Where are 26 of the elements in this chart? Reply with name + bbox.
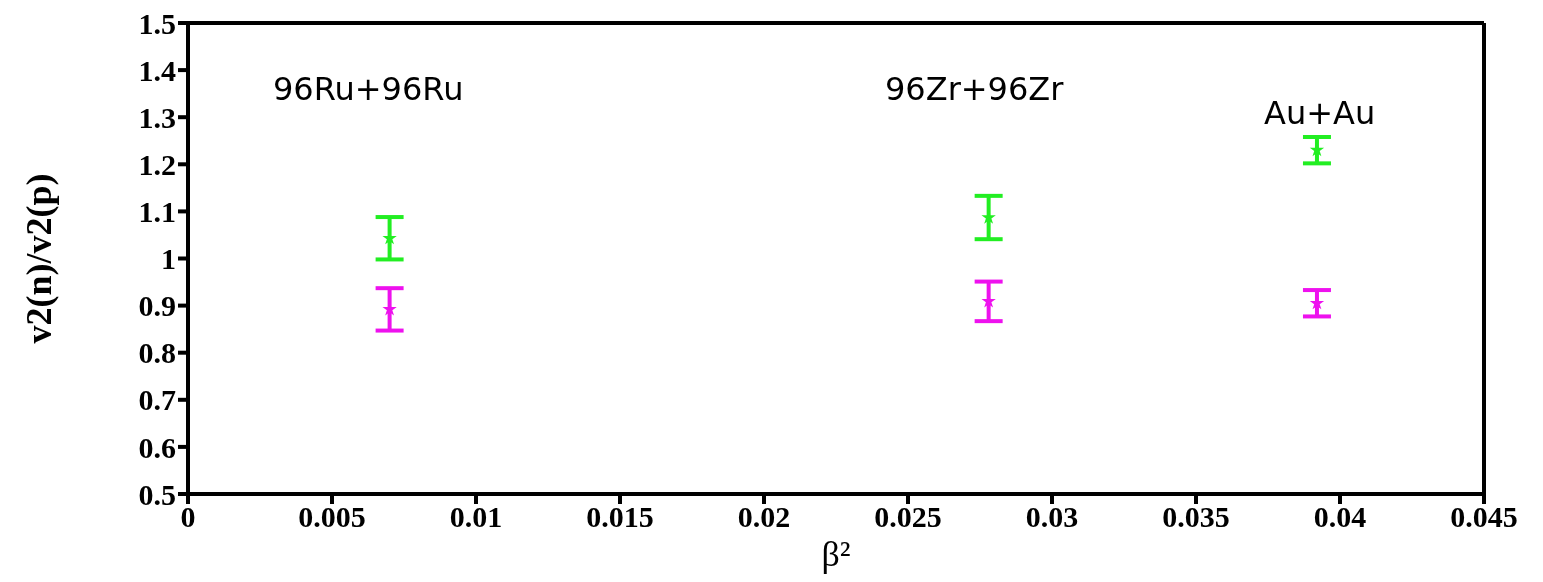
y-tick-label: 0.5	[138, 477, 176, 511]
y-tick-label: 1.1	[138, 195, 176, 229]
y-tick-label: 1.3	[138, 100, 176, 134]
annotation: Au+Au	[1264, 94, 1376, 132]
x-tick-label: 0.02	[737, 500, 791, 534]
y-tick-label: 1	[161, 242, 176, 276]
y-tick-label: 0.6	[138, 430, 176, 464]
x-tick-label: 0	[180, 500, 196, 534]
y-tick-label: 0.7	[138, 383, 176, 417]
y-tick-label: 1.2	[138, 147, 176, 181]
y-tick-label: 0.9	[138, 289, 176, 323]
x-tick-label: 0.005	[298, 500, 366, 534]
y-tick-label: 1.4	[138, 53, 176, 87]
annotation: 96Zr+96Zr	[885, 70, 1064, 108]
x-axis-title: β²	[821, 534, 851, 574]
y-tick-label: 1.5	[138, 6, 176, 40]
x-tick-label: 0.04	[1313, 500, 1367, 534]
x-tick-label: 0.045	[1450, 500, 1518, 534]
annotation: 96Ru+96Ru	[273, 70, 464, 108]
y-tick-label: 0.8	[138, 336, 176, 370]
y-axis-title: v2(n)/v2(p)	[18, 173, 59, 344]
x-tick-label: 0.035	[1162, 500, 1230, 534]
x-tick-label: 0.01	[449, 500, 503, 534]
x-tick-label: 0.015	[586, 500, 654, 534]
x-tick-label: 0.025	[874, 500, 942, 534]
x-tick-label: 0.03	[1025, 500, 1079, 534]
